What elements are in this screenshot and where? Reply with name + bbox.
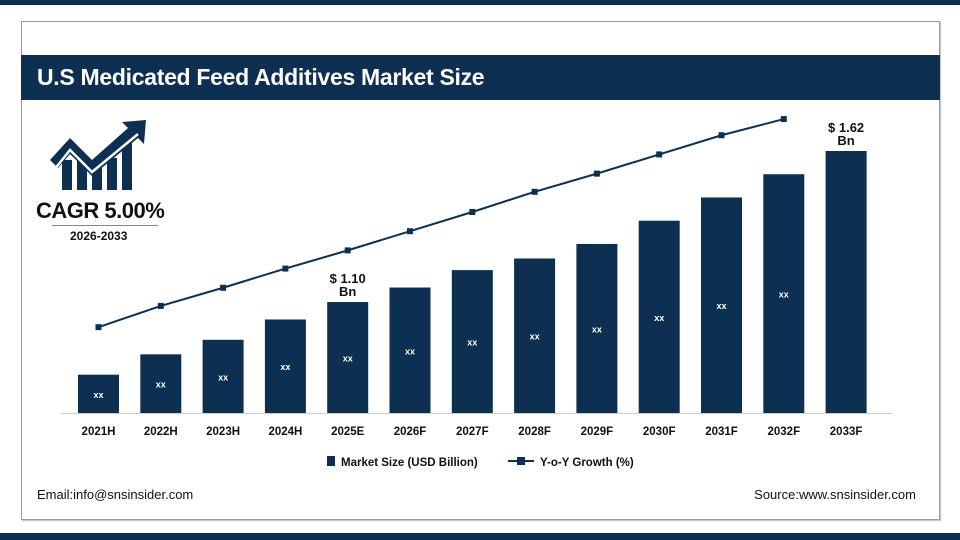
bar-label-2022H: xx	[156, 380, 166, 390]
tick-label-2022H: 2022H	[144, 426, 178, 438]
yoy-point-2029F	[593, 170, 600, 177]
growth-chart-arrow-icon	[50, 120, 146, 190]
legend-yoy-growth: Y-o-Y Growth (%)	[540, 457, 634, 469]
cagr-divider	[52, 225, 158, 226]
yoy-point-2022H	[157, 302, 164, 309]
tick-label-2029F: 2029F	[581, 426, 614, 438]
bar-label-2025E: xx	[343, 354, 353, 364]
market-size-chart: xx 2021H xx 2022H xx 2023H xx 2024H xx 2025E xx 202…	[62, 116, 892, 469]
yoy-point-2030F	[656, 151, 663, 158]
bar-2022H	[140, 354, 182, 413]
chart-frame	[21, 21, 940, 520]
annotation-2033F: $ 1.62	[828, 120, 864, 135]
bar-2024H	[264, 319, 306, 413]
bottom-accent-bar	[0, 533, 960, 540]
yoy-growth-line	[98, 118, 785, 329]
bar-label-2031F: xx	[716, 301, 726, 311]
annotation-2025E: $ 1.10	[330, 271, 366, 286]
tick-label-2031F: 2031F	[705, 426, 738, 438]
bar-label-2029F: xx	[592, 324, 602, 334]
yoy-point-2027F	[469, 209, 476, 216]
bar-label-2026F: xx	[405, 346, 415, 356]
yoy-point-2028F	[531, 188, 538, 195]
chart-title: U.S Medicated Feed Additives Market Size	[37, 64, 485, 90]
tick-label-2027F: 2027F	[456, 426, 489, 438]
bar-2026F	[389, 287, 431, 413]
tick-label-2028F: 2028F	[518, 426, 551, 438]
bar-label-2030F: xx	[654, 313, 664, 323]
tick-label-2025E: 2025E	[331, 426, 365, 438]
yoy-point-2024H	[282, 265, 289, 272]
bar-2025E	[327, 302, 369, 413]
yoy-point-2032F	[780, 116, 787, 123]
cagr-period: 2026-2033	[70, 229, 128, 243]
tick-label-2021H: 2021H	[82, 426, 116, 438]
bar-label-2021H: xx	[93, 390, 103, 400]
tick-label-2030F: 2030F	[643, 426, 676, 438]
bar-label-2024H: xx	[280, 362, 290, 372]
tick-label-2024H: 2024H	[268, 426, 302, 438]
title-bar	[21, 55, 940, 100]
bar-2027F	[451, 270, 493, 413]
bar-2030F	[638, 220, 680, 413]
cagr-value: CAGR 5.00%	[36, 198, 165, 223]
bar-label-2032F: xx	[779, 290, 789, 300]
bar-2023H	[202, 339, 244, 413]
annotation-unit-2033F: Bn	[837, 133, 854, 148]
bar-2032F	[763, 174, 805, 413]
legend-bar-swatch	[327, 456, 335, 466]
footer-source: Source:www.snsinsider.com	[754, 487, 916, 502]
legend-line-marker	[517, 457, 525, 465]
tick-label-2026F: 2026F	[394, 426, 427, 438]
yoy-point-2026F	[407, 228, 413, 235]
bar-label-2027F: xx	[467, 338, 477, 348]
bar-label-2023H: xx	[218, 372, 228, 382]
top-accent-bar	[0, 0, 960, 5]
tick-label-2032F: 2032F	[767, 426, 800, 438]
yoy-point-2021H	[95, 324, 102, 331]
legend-market-size: Market Size (USD Billion)	[341, 457, 478, 469]
bar-2033F	[825, 151, 867, 413]
tick-label-2033F: 2033F	[830, 426, 863, 438]
bar-2021H	[78, 374, 119, 413]
bar-label-2028F: xx	[530, 332, 540, 342]
bar-2031F	[701, 197, 742, 413]
bar-2029F	[576, 243, 618, 413]
yoy-point-2031F	[718, 132, 725, 139]
tick-label-2023H: 2023H	[206, 426, 240, 438]
annotation-unit-2025E: Bn	[339, 284, 356, 299]
bar-2028F	[514, 258, 556, 413]
yoy-point-2025E	[344, 247, 351, 254]
footer-email: Email:info@snsinsider.com	[37, 487, 194, 502]
yoy-point-2023H	[220, 284, 227, 291]
